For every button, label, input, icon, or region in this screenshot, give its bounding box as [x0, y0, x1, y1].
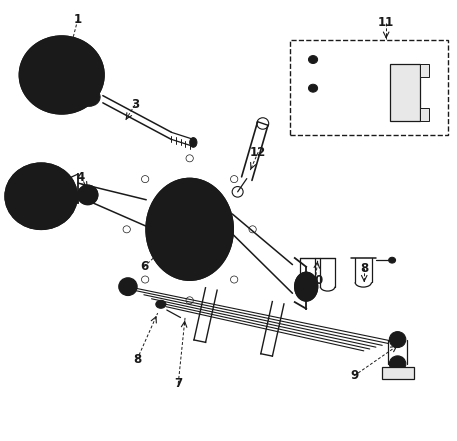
Text: 6: 6 — [140, 260, 148, 273]
Text: 5: 5 — [67, 197, 75, 210]
Text: 7: 7 — [174, 377, 182, 390]
Text: 3: 3 — [131, 98, 139, 112]
Ellipse shape — [5, 163, 77, 229]
Circle shape — [119, 278, 137, 295]
Ellipse shape — [83, 92, 96, 102]
Circle shape — [83, 190, 93, 200]
Circle shape — [389, 356, 406, 372]
Bar — [290, 40, 448, 135]
Text: 11: 11 — [378, 16, 394, 30]
Ellipse shape — [295, 272, 318, 301]
Ellipse shape — [308, 56, 318, 64]
Circle shape — [78, 185, 98, 205]
Ellipse shape — [48, 64, 75, 86]
Ellipse shape — [308, 84, 318, 92]
Text: 8: 8 — [133, 353, 141, 366]
Ellipse shape — [388, 257, 396, 263]
Ellipse shape — [156, 300, 166, 308]
Ellipse shape — [146, 179, 233, 280]
Ellipse shape — [20, 36, 104, 114]
Text: 9: 9 — [350, 369, 358, 382]
Text: 10: 10 — [307, 273, 324, 287]
Text: 2: 2 — [13, 185, 21, 198]
Circle shape — [389, 332, 406, 348]
Bar — [420, 108, 429, 121]
Text: 1: 1 — [74, 13, 82, 26]
Ellipse shape — [175, 213, 205, 246]
Ellipse shape — [78, 88, 100, 106]
Text: 8: 8 — [360, 262, 368, 275]
Bar — [382, 367, 414, 379]
Text: 4: 4 — [77, 171, 85, 184]
Ellipse shape — [31, 187, 51, 206]
Text: 12: 12 — [250, 146, 266, 159]
Bar — [390, 64, 420, 121]
Ellipse shape — [190, 138, 197, 147]
Bar — [420, 64, 429, 77]
